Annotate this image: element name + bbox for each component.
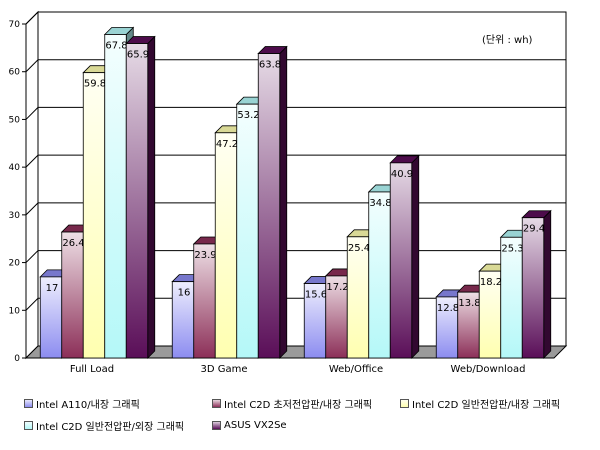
bar-front: [61, 231, 84, 359]
bar-front: [82, 72, 106, 359]
bar: 40.9: [389, 154, 420, 359]
left-wall: [25, 10, 39, 360]
bar: 63.8: [257, 45, 288, 359]
y-tick-label: 70: [9, 20, 21, 30]
bar-front: [104, 34, 127, 359]
data-label: 13.8: [458, 298, 480, 309]
legend-item-series-4: Intel C2D 일반전압판/외장 그래픽: [24, 418, 212, 433]
bar: 29.4: [521, 209, 552, 359]
legend-label-series-4: Intel C2D 일반전압판/외장 그래픽: [36, 421, 185, 433]
bar-front: [368, 191, 391, 359]
gridline: [25, 59, 566, 73]
data-label: 34.8: [369, 198, 391, 209]
gridline: [25, 154, 566, 168]
y-tick-label: 50: [9, 115, 21, 125]
legend-swatch-series-4: [24, 420, 33, 430]
bar-chart: 0 10 20 30 40 50 60 70 17 26.4 59.8 67.865.9 16 23.9…: [9, 10, 568, 375]
bar: 65.9: [125, 35, 156, 359]
y-tick-label: 60: [9, 68, 21, 78]
data-label: 67.8: [105, 40, 127, 51]
legend-item-series-5: ASUS VX2Se: [212, 420, 287, 431]
data-label: 15.6: [305, 290, 327, 301]
y-tick-label: 10: [9, 306, 21, 316]
gridline: [25, 106, 566, 120]
x-axis-categories: Full Load 3D Game Web/Office Web/Download: [70, 364, 526, 375]
bar-front: [236, 103, 259, 359]
data-label: 18.2: [480, 277, 502, 288]
legend-label-series-1: Intel A110/내장 그래픽: [36, 399, 140, 411]
bar-side: [147, 35, 156, 359]
legend-label-series-2: Intel C2D 초저전압판/내장 그래픽: [224, 399, 373, 411]
bar-front: [346, 236, 370, 359]
legend-swatch-series-1: [24, 398, 33, 408]
legend-label-series-5: ASUS VX2Se: [224, 419, 287, 431]
unit-note: (단위 : wh): [482, 33, 533, 46]
legend-item-series-3: Intel C2D 일반전압판/내장 그래픽: [400, 396, 560, 411]
bar-front: [214, 132, 238, 359]
y-tick-label: 30: [9, 211, 21, 221]
y-tick-label: 40: [9, 163, 21, 173]
data-label: 23.9: [194, 250, 216, 261]
data-label: 12.8: [437, 303, 459, 314]
category-label: Web/Office: [329, 364, 383, 375]
legend-row-2: Intel C2D 일반전압판/외장 그래픽 ASUS VX2Se: [24, 414, 584, 436]
legend-item-series-2: Intel C2D 초저전압판/내장 그래픽: [212, 396, 400, 411]
data-label: 63.8: [259, 60, 281, 71]
bar-side: [411, 154, 420, 359]
legend-swatch-series-2: [212, 398, 221, 408]
category-label: Full Load: [70, 364, 114, 375]
data-label: 65.9: [127, 50, 149, 61]
legend-item-series-1: Intel A110/내장 그래픽: [24, 396, 212, 411]
legend-swatch-series-5: [212, 420, 221, 430]
bar-front: [193, 243, 216, 359]
gridline: [25, 11, 566, 25]
category-label: 3D Game: [200, 364, 247, 375]
data-label: 17.2: [326, 282, 348, 293]
bar-front: [257, 53, 281, 359]
data-label: 17: [46, 283, 59, 294]
data-label: 16: [178, 288, 191, 299]
data-label: 25.4: [348, 243, 370, 254]
y-axis-ticks: 0 10 20 30 40 50 60 70: [9, 20, 27, 364]
legend-row-1: Intel A110/내장 그래픽 Intel C2D 초저전압판/내장 그래픽…: [24, 392, 584, 414]
data-label: 26.4: [62, 238, 84, 249]
bar-front: [389, 162, 413, 359]
data-label: 47.2: [216, 139, 238, 150]
bar-front: [125, 43, 149, 359]
data-label: 53.2: [237, 110, 259, 121]
data-label: 29.4: [523, 224, 545, 235]
legend-swatch-series-3: [400, 398, 409, 408]
bars: 17 26.4 59.8 67.865.9 16 23.9 47.2 53.2 63.8 15.6…: [39, 26, 552, 359]
data-label: 25.3: [501, 243, 523, 254]
y-tick-label: 0: [14, 354, 20, 364]
legend: Intel A110/내장 그래픽 Intel C2D 초저전압판/내장 그래픽…: [24, 392, 584, 436]
bar-front: [500, 236, 523, 359]
y-tick-label: 20: [9, 259, 21, 269]
bar-front: [521, 217, 545, 359]
legend-label-series-3: Intel C2D 일반전압판/내장 그래픽: [412, 399, 561, 411]
bar-side: [279, 45, 288, 359]
data-label: 40.9: [391, 169, 413, 180]
data-label: 59.8: [84, 79, 106, 90]
category-label: Web/Download: [451, 364, 526, 375]
